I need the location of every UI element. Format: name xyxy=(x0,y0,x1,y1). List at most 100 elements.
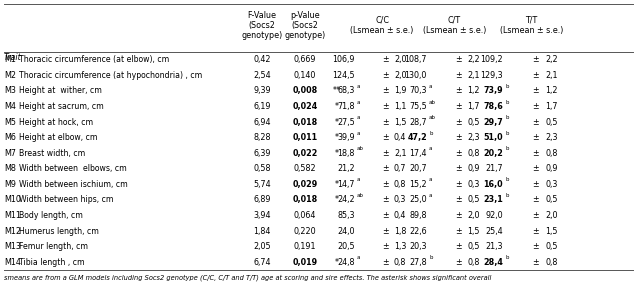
Text: a: a xyxy=(357,115,361,120)
Text: 14,7: 14,7 xyxy=(338,180,355,189)
Text: 106,9: 106,9 xyxy=(333,55,355,64)
Text: 24,8: 24,8 xyxy=(338,258,355,267)
Text: ±: ± xyxy=(382,133,389,142)
Text: ±: ± xyxy=(455,227,461,236)
Text: 6,74: 6,74 xyxy=(254,258,271,267)
Text: 1,5: 1,5 xyxy=(394,118,406,127)
Text: 0,8: 0,8 xyxy=(467,258,480,267)
Text: 0,4: 0,4 xyxy=(394,211,406,220)
Text: 0,008: 0,008 xyxy=(292,86,318,95)
Text: M12: M12 xyxy=(4,227,21,236)
Text: 70,3: 70,3 xyxy=(410,86,427,95)
Text: 24,2: 24,2 xyxy=(338,195,355,204)
Text: Width between  elbows, cm: Width between elbows, cm xyxy=(19,164,127,173)
Text: T/T
(Lsmean ± s.e.): T/T (Lsmean ± s.e.) xyxy=(500,16,563,35)
Text: 0,9: 0,9 xyxy=(545,164,557,173)
Text: 0,024: 0,024 xyxy=(292,102,318,111)
Text: 0,8: 0,8 xyxy=(467,149,480,158)
Text: 2,54: 2,54 xyxy=(253,71,271,80)
Text: *: * xyxy=(335,258,339,267)
Text: *: * xyxy=(335,133,339,142)
Text: ±: ± xyxy=(455,180,461,189)
Text: b: b xyxy=(505,84,508,89)
Text: ±: ± xyxy=(532,211,538,220)
Text: ±: ± xyxy=(532,118,538,127)
Text: M7: M7 xyxy=(4,149,16,158)
Text: M11: M11 xyxy=(4,211,21,220)
Text: ±: ± xyxy=(455,118,461,127)
Text: b: b xyxy=(429,131,433,136)
Text: Femur length, cm: Femur length, cm xyxy=(19,242,88,251)
Text: p-Value
(Socs2
genotype): p-Value (Socs2 genotype) xyxy=(284,11,326,40)
Text: 2,05: 2,05 xyxy=(253,242,271,251)
Text: ±: ± xyxy=(455,149,461,158)
Text: ±: ± xyxy=(532,55,538,64)
Text: 0,8: 0,8 xyxy=(545,149,557,158)
Text: ±: ± xyxy=(532,102,538,111)
Text: 51,0: 51,0 xyxy=(483,133,503,142)
Text: a: a xyxy=(429,193,433,198)
Text: ±: ± xyxy=(382,195,389,204)
Text: ±: ± xyxy=(455,133,461,142)
Text: M14: M14 xyxy=(4,258,21,267)
Text: 3,94: 3,94 xyxy=(254,211,271,220)
Text: Breast width, cm: Breast width, cm xyxy=(19,149,85,158)
Text: a: a xyxy=(357,177,361,182)
Text: smeans are from a GLM models including Socs2 genotype (C/C, C/T and T/T) age at : smeans are from a GLM models including S… xyxy=(4,274,491,281)
Text: 20,7: 20,7 xyxy=(410,164,427,173)
Text: 2,2: 2,2 xyxy=(467,55,480,64)
Text: a: a xyxy=(357,84,361,89)
Text: Body length, cm: Body length, cm xyxy=(19,211,83,220)
Text: Tibia length , cm: Tibia length , cm xyxy=(19,258,85,267)
Text: b: b xyxy=(505,131,508,136)
Text: a: a xyxy=(429,177,433,182)
Text: ±: ± xyxy=(382,227,389,236)
Text: 0,5: 0,5 xyxy=(545,118,557,127)
Text: a: a xyxy=(357,100,361,105)
Text: a: a xyxy=(429,84,433,89)
Text: 1,84: 1,84 xyxy=(254,227,271,236)
Text: 20,5: 20,5 xyxy=(338,242,355,251)
Text: ±: ± xyxy=(382,55,389,64)
Text: M10: M10 xyxy=(4,195,21,204)
Text: 2,3: 2,3 xyxy=(545,133,557,142)
Text: 1,3: 1,3 xyxy=(394,242,406,251)
Text: 29,7: 29,7 xyxy=(483,118,503,127)
Text: 0,58: 0,58 xyxy=(254,164,271,173)
Text: *: * xyxy=(335,118,339,127)
Text: 21,7: 21,7 xyxy=(485,164,503,173)
Text: 68,3: 68,3 xyxy=(338,86,355,95)
Text: 9,39: 9,39 xyxy=(253,86,271,95)
Text: 0,7: 0,7 xyxy=(394,164,406,173)
Text: 0,9: 0,9 xyxy=(467,164,480,173)
Text: M6: M6 xyxy=(4,133,16,142)
Text: M5: M5 xyxy=(4,118,16,127)
Text: 85,3: 85,3 xyxy=(338,211,355,220)
Text: 2,0: 2,0 xyxy=(545,211,557,220)
Text: 28,4: 28,4 xyxy=(483,258,503,267)
Text: 47,2: 47,2 xyxy=(407,133,427,142)
Text: Thoracic circumference (at hypochondria) , cm: Thoracic circumference (at hypochondria)… xyxy=(19,71,203,80)
Text: 1,8: 1,8 xyxy=(394,227,406,236)
Text: M13: M13 xyxy=(4,242,21,251)
Text: 0,669: 0,669 xyxy=(294,55,316,64)
Text: 6,19: 6,19 xyxy=(254,102,271,111)
Text: 0,019: 0,019 xyxy=(292,258,318,267)
Text: a: a xyxy=(429,146,433,151)
Text: Height at  wither, cm: Height at wither, cm xyxy=(19,86,102,95)
Text: ±: ± xyxy=(455,258,461,267)
Text: 0,3: 0,3 xyxy=(545,180,557,189)
Text: 2,1: 2,1 xyxy=(545,71,557,80)
Text: ±: ± xyxy=(382,71,389,80)
Text: 0,3: 0,3 xyxy=(467,180,480,189)
Text: ab: ab xyxy=(357,146,364,151)
Text: ±: ± xyxy=(532,164,538,173)
Text: ±: ± xyxy=(532,227,538,236)
Text: 1,5: 1,5 xyxy=(545,227,557,236)
Text: 0,011: 0,011 xyxy=(292,133,318,142)
Text: 6,89: 6,89 xyxy=(254,195,271,204)
Text: 39,9: 39,9 xyxy=(338,133,355,142)
Text: 0,191: 0,191 xyxy=(294,242,316,251)
Text: 6,39: 6,39 xyxy=(254,149,271,158)
Text: 89,8: 89,8 xyxy=(410,211,427,220)
